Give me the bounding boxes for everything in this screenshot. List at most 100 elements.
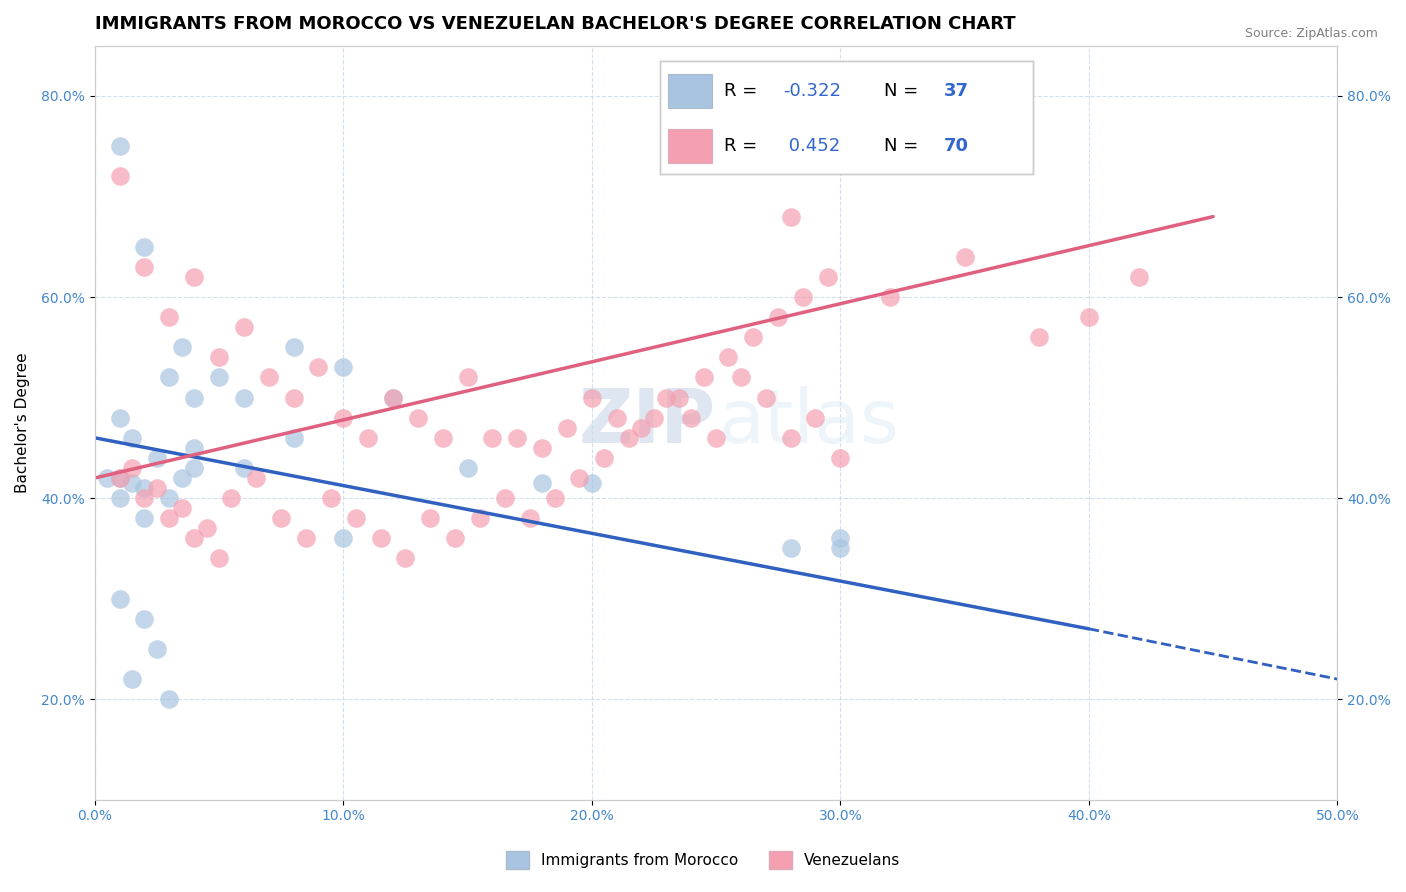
Point — [121, 461, 143, 475]
Point — [643, 410, 665, 425]
Point — [1128, 269, 1150, 284]
Point — [766, 310, 789, 325]
Point — [804, 410, 827, 425]
Point — [157, 491, 180, 505]
Point — [394, 551, 416, 566]
Point — [468, 511, 491, 525]
Point — [146, 642, 169, 657]
Point — [519, 511, 541, 525]
Point — [319, 491, 342, 505]
Point — [581, 391, 603, 405]
Point — [630, 421, 652, 435]
Point — [1077, 310, 1099, 325]
Point — [419, 511, 441, 525]
Point — [295, 532, 318, 546]
Point — [617, 431, 640, 445]
Point — [121, 476, 143, 491]
Point — [283, 391, 305, 405]
Point — [953, 250, 976, 264]
Point — [370, 532, 392, 546]
Point — [543, 491, 565, 505]
Point — [830, 450, 852, 465]
Point — [779, 210, 801, 224]
Point — [531, 441, 554, 455]
Point — [108, 591, 131, 606]
Point — [183, 269, 205, 284]
Point — [270, 511, 292, 525]
Point — [717, 351, 740, 365]
Point — [792, 290, 814, 304]
Point — [332, 360, 354, 375]
Point — [157, 370, 180, 384]
Point — [183, 441, 205, 455]
Point — [134, 260, 156, 274]
Point — [581, 476, 603, 491]
Point — [157, 692, 180, 706]
Point — [704, 431, 727, 445]
Point — [344, 511, 367, 525]
Point — [108, 410, 131, 425]
Point — [170, 471, 193, 485]
Legend: Immigrants from Morocco, Venezuelans: Immigrants from Morocco, Venezuelans — [499, 845, 907, 875]
Point — [655, 391, 678, 405]
Point — [681, 410, 703, 425]
Point — [232, 320, 254, 334]
Point — [96, 471, 118, 485]
Point — [444, 532, 467, 546]
Point — [432, 431, 454, 445]
Point — [134, 481, 156, 495]
Point — [481, 431, 503, 445]
Point — [332, 410, 354, 425]
Point — [779, 431, 801, 445]
Point — [221, 491, 243, 505]
Point — [406, 410, 429, 425]
Point — [232, 391, 254, 405]
Point — [146, 481, 169, 495]
Point — [879, 290, 901, 304]
Point — [730, 370, 752, 384]
Point — [232, 461, 254, 475]
Point — [593, 450, 616, 465]
Point — [157, 310, 180, 325]
Point — [555, 421, 578, 435]
Point — [742, 330, 765, 344]
Point — [332, 532, 354, 546]
Point — [134, 511, 156, 525]
Y-axis label: Bachelor's Degree: Bachelor's Degree — [15, 352, 30, 493]
Point — [195, 521, 218, 535]
Point — [531, 476, 554, 491]
Point — [108, 169, 131, 184]
Text: Source: ZipAtlas.com: Source: ZipAtlas.com — [1244, 27, 1378, 40]
Point — [494, 491, 516, 505]
Point — [668, 391, 690, 405]
Point — [755, 391, 778, 405]
Point — [357, 431, 380, 445]
Point — [183, 391, 205, 405]
Point — [170, 501, 193, 516]
Point — [208, 551, 231, 566]
Point — [457, 370, 479, 384]
Point — [779, 541, 801, 556]
Point — [134, 491, 156, 505]
Text: ZIP: ZIP — [579, 386, 716, 459]
Text: IMMIGRANTS FROM MOROCCO VS VENEZUELAN BACHELOR'S DEGREE CORRELATION CHART: IMMIGRANTS FROM MOROCCO VS VENEZUELAN BA… — [94, 15, 1015, 33]
Point — [1028, 330, 1050, 344]
Text: atlas: atlas — [718, 386, 900, 459]
Point — [134, 612, 156, 626]
Point — [208, 351, 231, 365]
Point — [121, 431, 143, 445]
Point — [108, 139, 131, 153]
Point — [830, 532, 852, 546]
Point — [257, 370, 280, 384]
Point — [506, 431, 529, 445]
Point — [692, 370, 714, 384]
Point — [170, 340, 193, 354]
Point — [108, 471, 131, 485]
Point — [283, 431, 305, 445]
Point — [108, 491, 131, 505]
Point — [157, 511, 180, 525]
Point — [134, 240, 156, 254]
Point — [146, 450, 169, 465]
Point — [245, 471, 267, 485]
Point — [183, 461, 205, 475]
